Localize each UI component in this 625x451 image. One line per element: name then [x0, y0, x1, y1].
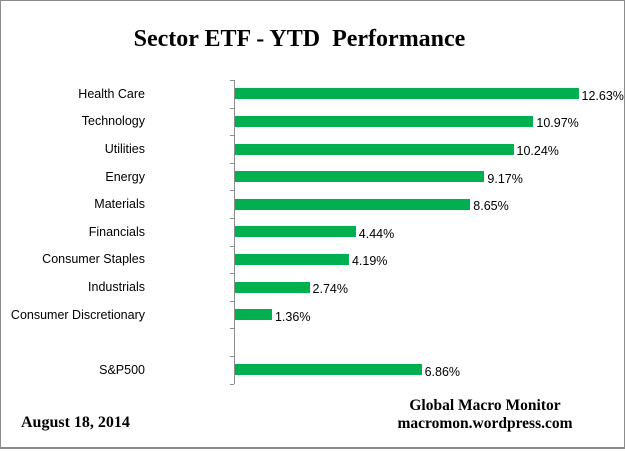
value-label: 1.36% [274, 309, 311, 324]
y-axis-tick [230, 218, 234, 219]
bar-materials [235, 198, 471, 210]
category-label: Materials [94, 197, 145, 212]
y-axis-tick [230, 80, 234, 81]
y-axis-tick [230, 328, 234, 330]
value-label: 10.24% [516, 144, 559, 158]
footer-date: August 18, 2014 [21, 414, 130, 431]
y-axis-tick [230, 190, 234, 192]
y-axis-tick [230, 245, 234, 247]
category-label: Health Care [78, 86, 145, 101]
category-label: Industrials [88, 280, 145, 294]
category-label: Consumer Discretionary [10, 307, 145, 322]
bar-utilities [235, 143, 514, 155]
value-label: 6.86% [424, 364, 461, 379]
category-label: Technology [81, 114, 145, 129]
chart-title: Sector ETF - YTD Performance [133, 26, 466, 52]
y-axis-tick [230, 135, 234, 137]
category-label: Utilities [104, 142, 145, 156]
y-axis-tick [230, 383, 234, 385]
y-axis-tick [230, 107, 234, 109]
value-label: 9.17% [487, 171, 523, 186]
bar-consumer-discretionary [235, 309, 272, 321]
category-label: Energy [105, 169, 145, 184]
footer-source-line2: macromon.wordpress.com [397, 414, 573, 432]
bar-financials [235, 226, 356, 238]
category-label: S&P500 [99, 362, 145, 377]
footer-source-line1: Global Macro Monitor [409, 397, 561, 414]
bar-consumer-staples [235, 253, 349, 265]
bar-industrials [235, 281, 310, 293]
y-axis-tick [230, 273, 234, 275]
value-label: 4.19% [351, 254, 388, 269]
y-axis-line [234, 80, 235, 384]
bar-s-p500 [235, 364, 422, 376]
value-label: 10.97% [536, 116, 579, 131]
value-label: 2.74% [312, 282, 348, 296]
value-label: 12.63% [581, 88, 624, 103]
value-label: 4.44% [358, 226, 395, 241]
y-axis-tick [230, 300, 234, 302]
category-label: Consumer Staples [42, 252, 145, 267]
bar-energy [235, 171, 485, 183]
y-axis-tick [230, 356, 234, 357]
bar-health-care [235, 88, 579, 100]
y-axis-tick [230, 162, 234, 164]
category-label: Financials [88, 224, 145, 239]
bar-technology [235, 115, 534, 127]
value-label: 8.65% [473, 199, 509, 214]
footer-source: Global Macro Monitor macromon.wordpress.… [397, 397, 573, 432]
